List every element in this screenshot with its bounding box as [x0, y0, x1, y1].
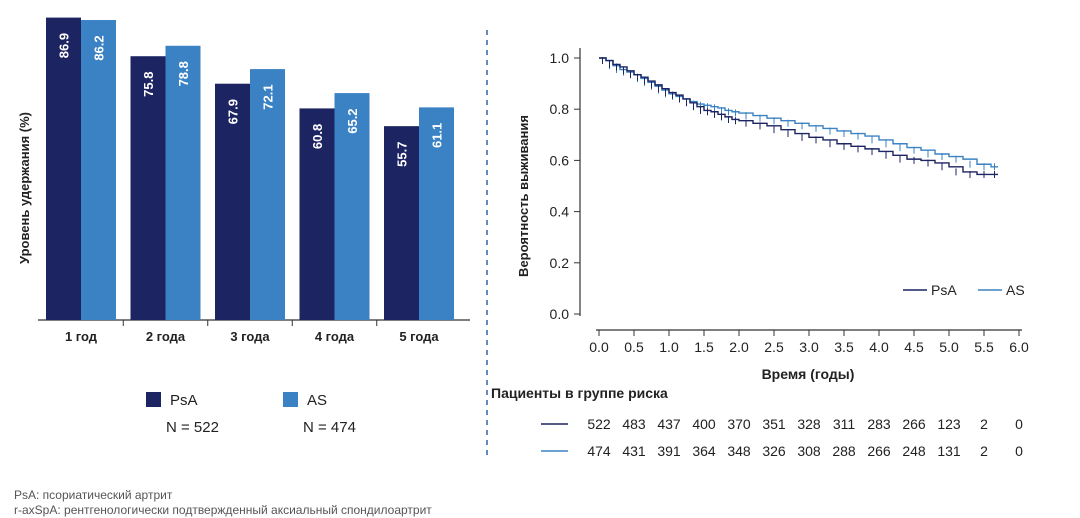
bar-data-label: 72.1: [261, 84, 276, 109]
bar: [81, 20, 116, 321]
x-tick-label: 1.5: [694, 339, 714, 355]
bar-data-label: 60.8: [310, 124, 325, 149]
y-axis-label: Вероятность выживания: [516, 115, 531, 277]
x-tick-label: 4.5: [904, 339, 924, 355]
x-tick-label: 1.0: [659, 339, 679, 355]
risk-table-cell: 364: [692, 443, 716, 459]
risk-table-cell: 131: [937, 443, 961, 459]
bar: [384, 126, 419, 320]
risk-table-cell: 474: [587, 443, 611, 459]
y-tick-label: 0.4: [550, 204, 570, 220]
x-tick-label: 4.0: [869, 339, 889, 355]
survival-line: [599, 57, 998, 168]
x-tick-label: 1 год: [65, 329, 98, 344]
risk-table-cell: 483: [622, 416, 646, 432]
risk-table-cell: 266: [902, 416, 926, 432]
x-tick-label: 3 года: [230, 329, 270, 344]
legend-swatch: [146, 392, 161, 407]
footnote-as: r-axSpA: рентгенологически подтвержденны…: [14, 503, 432, 517]
bar-data-label: 65.2: [345, 108, 360, 133]
x-tick-label: 4 года: [315, 329, 355, 344]
x-tick-label: 5.0: [939, 339, 959, 355]
bar: [165, 45, 201, 320]
x-tick-label: 2 года: [146, 329, 186, 344]
survival-line: [599, 57, 998, 176]
risk-table-cell: 348: [727, 443, 751, 459]
x-tick-label: 5 года: [399, 329, 439, 344]
legend-swatch: [283, 392, 298, 407]
x-tick-label: 6.0: [1009, 339, 1029, 355]
risk-table-cell: 288: [832, 443, 856, 459]
risk-table-cell: 437: [657, 416, 681, 432]
risk-table-cell: 326: [762, 443, 786, 459]
risk-table-cell: 2: [980, 443, 988, 459]
risk-table-cell: 0: [1015, 443, 1023, 459]
x-tick-label: 0.5: [624, 339, 644, 355]
y-tick-label: 0.2: [550, 255, 570, 271]
bar-data-label: 55.7: [395, 142, 410, 167]
bar: [419, 107, 454, 320]
legend-n-label: N = 522: [166, 419, 219, 436]
risk-table-cell: 328: [797, 416, 821, 432]
footnote-psa: PsA: псориатический артрит: [14, 488, 173, 502]
bar: [130, 56, 166, 320]
x-axis-label: Время (годы): [762, 366, 855, 382]
risk-table-cell: 283: [867, 416, 891, 432]
bar-data-label: 78.8: [176, 61, 191, 86]
x-tick-label: 2.5: [764, 339, 784, 355]
bar: [46, 17, 81, 320]
risk-table-cell: 351: [762, 416, 786, 432]
bar: [299, 108, 335, 320]
bar-data-label: 61.1: [430, 123, 445, 148]
bar-data-label: 86.9: [57, 33, 72, 58]
risk-table-cell: 522: [587, 416, 611, 432]
x-tick-label: 5.5: [974, 339, 994, 355]
legend-label: PsA: [931, 282, 957, 298]
bar-data-label: 86.2: [92, 35, 107, 60]
risk-table: Пациенты в группе риска 522 483 437 400 370 35…: [491, 385, 1023, 459]
risk-table-cell: 391: [657, 443, 681, 459]
risk-table-cell: 308: [797, 443, 821, 459]
bar-data-label: 75.8: [141, 72, 156, 97]
x-tick-label: 0.0: [589, 339, 609, 355]
risk-table-title: Пациенты в группе риска: [491, 385, 668, 401]
risk-table-cell: 248: [902, 443, 926, 459]
bar-data-label: 67.9: [226, 99, 241, 124]
x-tick-label: 3.0: [799, 339, 819, 355]
risk-table-cell: 311: [833, 416, 856, 432]
survival-curve-chart: 0.0 0.2 0.4 0.6 0.8 1.0 0.0 0.5 1.0 1.5 2.0 2.5 3.0 3…: [516, 48, 1029, 382]
legend-label: AS: [1006, 282, 1025, 298]
bar: [250, 69, 285, 320]
x-tick-label: 2.0: [729, 339, 749, 355]
bar: [215, 83, 250, 320]
bar: [334, 93, 370, 320]
legend-label: PsA: [170, 392, 198, 409]
y-tick-label: 0.8: [550, 101, 570, 117]
risk-table-cell: 400: [692, 416, 716, 432]
retention-bar-chart: Уровень удержания (%) 86.9 86.2 1 год 75.8 78…: [17, 17, 470, 436]
x-tick-label: 3.5: [834, 339, 854, 355]
y-axis-label: Уровень удержания (%): [17, 112, 32, 264]
risk-table-cell: 266: [867, 443, 891, 459]
y-tick-label: 1.0: [550, 50, 570, 66]
y-tick-label: 0.0: [550, 306, 570, 322]
risk-table-cell: 2: [980, 416, 988, 432]
risk-table-cell: 370: [727, 416, 751, 432]
risk-table-cell: 123: [937, 416, 961, 432]
y-tick-label: 0.6: [550, 152, 570, 168]
legend-n-label: N = 474: [303, 419, 356, 436]
risk-table-cell: 431: [622, 443, 646, 459]
risk-table-cell: 0: [1015, 416, 1023, 432]
legend-label: AS: [307, 392, 327, 409]
